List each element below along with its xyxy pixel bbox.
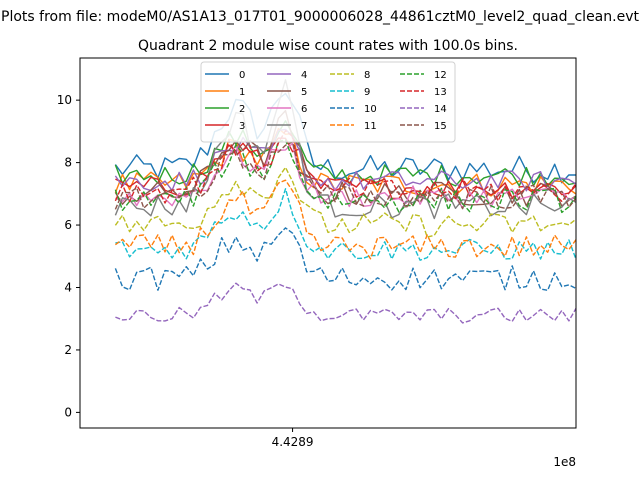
y-tick-label: 0 [64, 405, 72, 419]
legend-label-2: 2 [239, 104, 245, 115]
legend-label-11: 11 [364, 121, 377, 132]
figure-suptitle: Plots from file: modeM0/AS1A13_017T01_90… [1, 9, 639, 25]
legend-label-4: 4 [301, 70, 307, 81]
chart-title: Quadrant 2 module wise count rates with … [138, 38, 518, 54]
y-tick-label: 10 [57, 93, 72, 107]
legend-label-12: 12 [434, 70, 447, 81]
y-tick-label: 4 [64, 280, 72, 294]
legend-label-10: 10 [364, 104, 377, 115]
plot-frame [79, 57, 577, 429]
x-offset-label: 1e8 [553, 455, 576, 469]
legend-label-5: 5 [301, 87, 307, 98]
legend-label-8: 8 [364, 70, 370, 81]
legend-label-9: 9 [364, 87, 370, 98]
y-tick-label: 2 [64, 343, 72, 357]
y-tick-label: 6 [64, 218, 72, 232]
legend-label-0: 0 [239, 70, 245, 81]
legend-label-1: 1 [239, 87, 245, 98]
y-axis: 0 2 4 6 8 10 [57, 93, 80, 419]
legend-label-3: 3 [239, 121, 245, 132]
legend-label-14: 14 [434, 104, 447, 115]
legend-label-6: 6 [301, 104, 307, 115]
x-tick-label: 4.4289 [272, 435, 314, 449]
legend-label-15: 15 [434, 121, 447, 132]
legend-label-13: 13 [434, 87, 447, 98]
legend-label-7: 7 [301, 121, 307, 132]
y-tick-label: 8 [64, 156, 72, 170]
legend-box [200, 61, 456, 143]
x-axis: 4.42894.42904.42914.42924.4293 [272, 428, 314, 449]
